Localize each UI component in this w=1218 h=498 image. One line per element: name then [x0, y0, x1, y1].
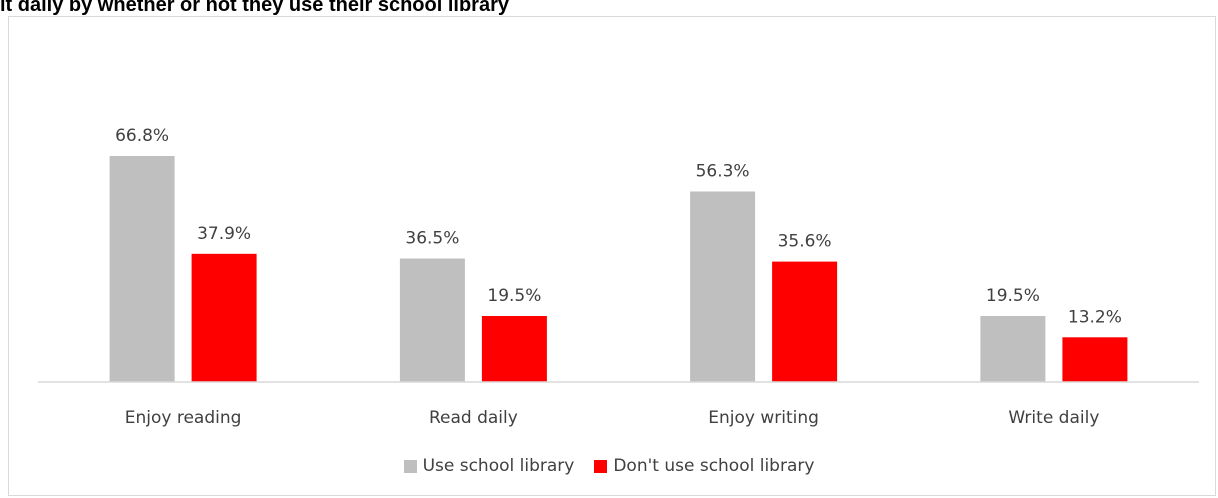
data-labels-group: 66.8% 37.9% 36.5% 19.5% 56.3% 35.6% 19.5% 13.2% [115, 126, 1122, 327]
data-label-dont-use-library-2: 35.6% [778, 232, 832, 252]
legend-label-dont-use-library: Don't use school library [613, 456, 815, 476]
category-label-3: Write daily [1008, 408, 1099, 428]
bar-use-library-3 [980, 316, 1046, 382]
category-labels-group: Enjoy reading Read daily Enjoy writing Writ… [125, 408, 1100, 428]
bars-group [109, 156, 1128, 382]
legend-item-use-library: Use school library [403, 456, 575, 476]
legend-swatch-use-library [403, 459, 417, 473]
category-label-0: Enjoy reading [125, 408, 242, 428]
category-label-1: Read daily [429, 408, 518, 428]
data-label-dont-use-library-1: 19.5% [487, 286, 541, 306]
bar-dont-use-library-2 [772, 261, 838, 382]
bar-use-library-1 [399, 258, 465, 382]
chart-title: it daily by whether or not they use thei… [0, 0, 509, 16]
category-label-2: Enjoy writing [708, 408, 819, 428]
legend-item-dont-use-library: Don't use school library [594, 456, 814, 476]
bar-dont-use-library-3 [1062, 337, 1128, 382]
data-label-dont-use-library-0: 37.9% [197, 224, 251, 244]
legend-swatch-dont-use-library [594, 459, 608, 473]
bar-use-library-2 [690, 191, 756, 382]
data-label-use-library-0: 66.8% [115, 126, 169, 146]
bar-dont-use-library-1 [481, 316, 547, 382]
data-label-use-library-1: 36.5% [405, 229, 459, 249]
data-label-use-library-2: 56.3% [696, 162, 750, 182]
legend: Use school library Don't use school libr… [0, 456, 1218, 476]
data-label-dont-use-library-3: 13.2% [1068, 307, 1122, 327]
legend-label-use-library: Use school library [422, 456, 575, 476]
bar-dont-use-library-0 [191, 253, 257, 382]
bar-use-library-0 [109, 156, 175, 382]
data-label-use-library-3: 19.5% [986, 286, 1040, 306]
